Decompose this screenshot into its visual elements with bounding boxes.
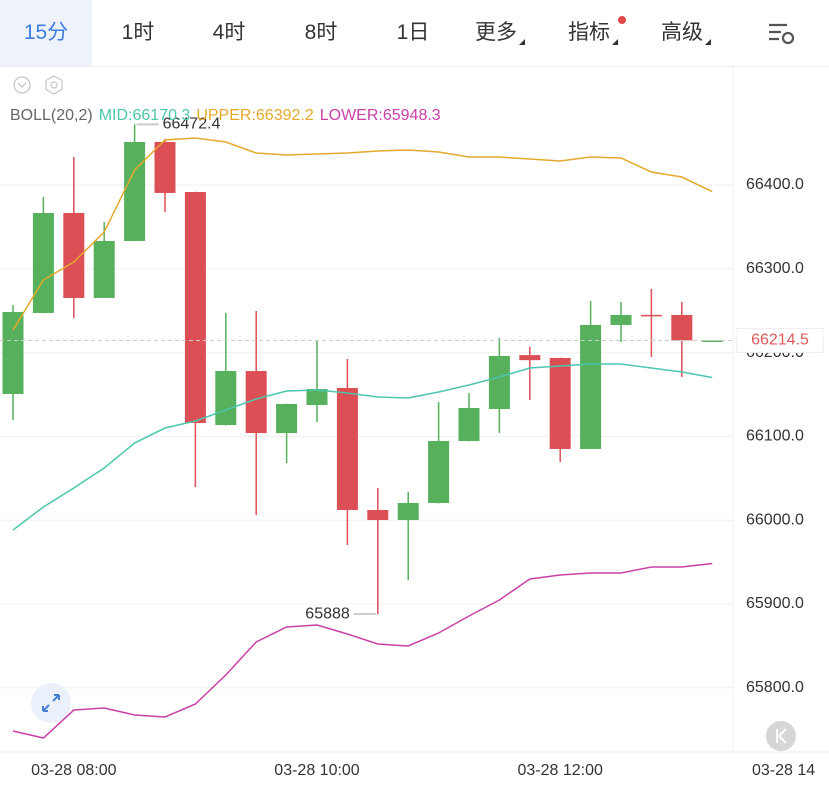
- boll-line: [12, 137, 713, 331]
- candle-body: [336, 387, 358, 510]
- candle-body: [458, 407, 480, 442]
- indicator-legend: BOLL(20,2) MID:66170.3 UPPER:66392.2 LOWER:…: [10, 107, 441, 124]
- tab-label: 指标: [568, 21, 610, 44]
- dropdown-arrow: [705, 39, 711, 45]
- candle-body: [63, 212, 85, 298]
- y-tick-label: 65900.0: [746, 595, 804, 612]
- candle-body: [93, 240, 115, 298]
- candle-body: [428, 441, 450, 504]
- candle-body: [701, 340, 723, 342]
- fullscreen-button[interactable]: [31, 683, 71, 723]
- latest-icon: [776, 728, 787, 744]
- plot-area: 65800.065900.066000.066100.066200.066300…: [0, 116, 824, 779]
- tab[interactable]: 指标: [568, 0, 626, 66]
- y-tick-label: 66000.0: [746, 511, 804, 528]
- legend-entry: MID:66170.3: [99, 107, 191, 124]
- tab[interactable]: 15分: [0, 0, 92, 66]
- fullscreen-bg[interactable]: [31, 683, 71, 723]
- legend-entry: LOWER:65948.3: [320, 107, 441, 124]
- icon-gear: [781, 31, 795, 45]
- candle-body: [184, 192, 206, 423]
- chart: 65800.065900.066000.066100.066200.066300…: [0, 66, 829, 779]
- collapse-arrow: [17, 82, 27, 88]
- candle-body: [2, 312, 24, 394]
- chart-settings-icon[interactable]: [767, 18, 797, 48]
- candle-body: [276, 403, 298, 434]
- tab[interactable]: 1日: [397, 0, 430, 66]
- x-tick-label: 03-28 10:00: [274, 762, 360, 779]
- candle-body: [640, 314, 662, 317]
- candle-body: [397, 503, 419, 521]
- tab-label: 8时: [304, 21, 338, 44]
- candle-body: [519, 355, 541, 361]
- settings-center: [50, 81, 58, 89]
- icon-lines: [769, 23, 787, 41]
- candle-body: [488, 355, 510, 409]
- low-label: 65888: [305, 605, 350, 622]
- last-price-tag: [736, 327, 824, 353]
- tab[interactable]: 更多: [475, 0, 525, 66]
- boll-line: [12, 562, 713, 739]
- toolbar-icons[interactable]: [13, 75, 63, 95]
- candle-body: [306, 388, 328, 405]
- collapse-icon[interactable]: [13, 76, 31, 94]
- back-to-latest[interactable]: [766, 721, 796, 751]
- candle-body: [549, 357, 571, 449]
- tab-label: 更多: [475, 21, 517, 44]
- y-tick-label: 66100.0: [746, 428, 804, 445]
- latest-bg[interactable]: [766, 721, 796, 751]
- candle-body: [367, 509, 389, 521]
- high-label: 66472.4: [163, 116, 221, 133]
- x-tick-label: 03-28 12:00: [517, 762, 603, 779]
- boll-line: [12, 363, 713, 531]
- tab-label: 高级: [661, 21, 703, 44]
- candle-body: [124, 141, 146, 241]
- legend-indicator: BOLL(20,2): [10, 107, 93, 124]
- tab-label: 1时: [121, 21, 155, 44]
- badge-dot: [618, 16, 626, 24]
- candle-body: [245, 371, 267, 434]
- candle-body: [32, 212, 54, 313]
- candle-body: [215, 371, 237, 426]
- y-tick-label: 65800.0: [746, 679, 804, 696]
- timeframe-tabs: 15分 1时 4时 8时 1日 更多 指标 高级: [0, 0, 829, 67]
- last-price-label: 66214.5: [751, 332, 809, 349]
- legend-entry: UPPER:66392.2: [196, 107, 314, 124]
- candle-body: [610, 314, 632, 325]
- fullscreen-icon: [42, 694, 60, 712]
- settings-icon[interactable]: [45, 75, 63, 95]
- tab-label: 15分: [23, 21, 69, 44]
- candle-body: [580, 324, 602, 449]
- tab[interactable]: 高级: [661, 0, 711, 66]
- tab[interactable]: 4时: [213, 0, 246, 66]
- tab-label: 4时: [212, 21, 246, 44]
- y-tick-label: 66300.0: [746, 260, 804, 277]
- dropdown-arrow: [612, 39, 618, 45]
- tab-label: 1日: [396, 21, 430, 44]
- tab[interactable]: 1时: [122, 0, 155, 66]
- y-tick-label: 66400.0: [746, 176, 804, 193]
- x-tick-label: 03-28 14: [752, 762, 815, 779]
- x-tick-label: 03-28 08:00: [31, 762, 117, 779]
- tab[interactable]: 8时: [305, 0, 338, 66]
- candle-body: [154, 141, 176, 193]
- dropdown-arrow: [519, 39, 525, 45]
- candle-body: [671, 314, 693, 341]
